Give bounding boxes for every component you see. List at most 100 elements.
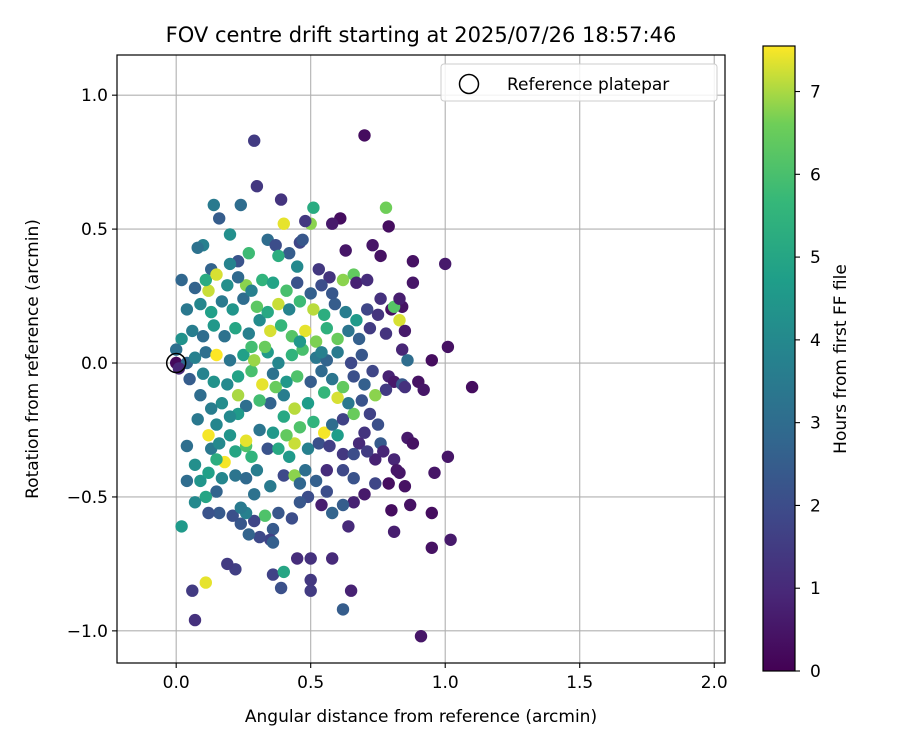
x-tick-label: 0.5 bbox=[297, 673, 324, 693]
data-point bbox=[301, 442, 315, 455]
data-point bbox=[387, 453, 401, 466]
data-point bbox=[299, 324, 312, 338]
data-point bbox=[293, 496, 307, 509]
data-point bbox=[304, 287, 317, 300]
data-point bbox=[188, 613, 202, 627]
y-tick-label: 0.5 bbox=[81, 220, 108, 240]
data-point bbox=[406, 255, 420, 268]
data-point bbox=[234, 517, 247, 530]
x-axis-label: Angular distance from reference (arcmin) bbox=[245, 707, 597, 727]
data-point bbox=[266, 367, 280, 380]
data-point bbox=[293, 477, 307, 490]
data-point bbox=[215, 295, 229, 308]
data-point bbox=[221, 279, 234, 292]
data-point bbox=[369, 477, 382, 490]
data-point bbox=[285, 348, 299, 362]
colorbar-tick-label: 4 bbox=[810, 331, 821, 351]
reference-marker-layer bbox=[165, 352, 187, 374]
data-point bbox=[441, 450, 455, 463]
data-point bbox=[274, 193, 288, 206]
data-point bbox=[369, 453, 382, 466]
data-point bbox=[266, 568, 280, 581]
data-point bbox=[344, 584, 358, 597]
data-point bbox=[223, 354, 237, 367]
data-point bbox=[374, 292, 387, 305]
data-point bbox=[253, 314, 266, 327]
data-point bbox=[196, 367, 210, 380]
data-point bbox=[256, 273, 269, 287]
data-point bbox=[272, 249, 285, 263]
data-point bbox=[272, 442, 285, 455]
data-point bbox=[425, 506, 438, 520]
data-point bbox=[342, 520, 355, 533]
y-tick-label: 0.0 bbox=[81, 354, 108, 374]
data-point bbox=[280, 375, 293, 388]
data-point bbox=[315, 346, 328, 359]
data-point bbox=[248, 488, 261, 501]
data-point bbox=[205, 402, 218, 415]
data-point bbox=[358, 129, 371, 142]
data-point bbox=[250, 464, 264, 477]
data-point bbox=[352, 437, 366, 450]
chart-title: FOV centre drift starting at 2025/07/26 … bbox=[166, 23, 677, 47]
data-point bbox=[269, 380, 282, 394]
data-point bbox=[202, 506, 215, 520]
data-point bbox=[226, 509, 239, 522]
data-point bbox=[304, 573, 317, 587]
data-point bbox=[245, 284, 258, 297]
data-point bbox=[207, 319, 220, 332]
data-point bbox=[277, 469, 290, 482]
data-point bbox=[186, 584, 199, 597]
data-point bbox=[304, 552, 317, 565]
data-point bbox=[188, 281, 202, 295]
data-point bbox=[175, 273, 188, 287]
data-point bbox=[428, 466, 441, 479]
data-point bbox=[170, 343, 183, 356]
colorbar-gradient bbox=[762, 45, 796, 672]
colorbar-tick-label: 1 bbox=[810, 579, 821, 599]
data-point bbox=[336, 498, 350, 512]
data-point bbox=[199, 576, 212, 589]
legend-open-circle-icon bbox=[458, 73, 480, 95]
data-point bbox=[245, 340, 258, 354]
data-point bbox=[366, 364, 379, 378]
data-point bbox=[229, 322, 242, 335]
data-point bbox=[223, 429, 237, 442]
y-axis-label: Rotation from reference (arcmin) bbox=[23, 219, 43, 499]
data-point bbox=[218, 330, 231, 343]
data-point bbox=[312, 263, 325, 276]
data-point bbox=[210, 418, 223, 431]
data-point bbox=[196, 330, 210, 343]
data-point bbox=[366, 239, 379, 252]
colorbar-tick-label: 2 bbox=[810, 496, 821, 516]
data-point bbox=[226, 303, 239, 316]
colorbar-label: Hours from first FF file bbox=[831, 264, 851, 454]
data-point bbox=[291, 260, 304, 273]
data-point bbox=[309, 474, 323, 488]
y-axis-ticks: −1.0 −0.5 0.0 0.5 1.0 bbox=[67, 86, 117, 642]
data-point bbox=[425, 541, 438, 554]
data-point bbox=[258, 509, 272, 522]
data-point bbox=[406, 437, 420, 450]
data-point bbox=[248, 354, 261, 367]
data-point bbox=[339, 305, 352, 319]
data-point bbox=[307, 415, 320, 429]
data-point bbox=[374, 249, 387, 263]
x-tick-label: 2.0 bbox=[701, 673, 728, 693]
data-point bbox=[229, 469, 242, 482]
data-point bbox=[288, 402, 301, 415]
data-point bbox=[326, 552, 339, 565]
data-point bbox=[266, 426, 280, 439]
data-point bbox=[344, 356, 358, 370]
data-point bbox=[358, 426, 371, 439]
data-point bbox=[371, 418, 385, 431]
data-point bbox=[269, 239, 282, 252]
data-point bbox=[242, 327, 255, 340]
reference-platepar-marker bbox=[165, 352, 187, 374]
data-point bbox=[401, 354, 414, 367]
data-point bbox=[215, 397, 229, 410]
data-point bbox=[318, 386, 331, 399]
data-point bbox=[441, 340, 455, 354]
data-point bbox=[382, 220, 395, 233]
data-point bbox=[245, 364, 258, 378]
